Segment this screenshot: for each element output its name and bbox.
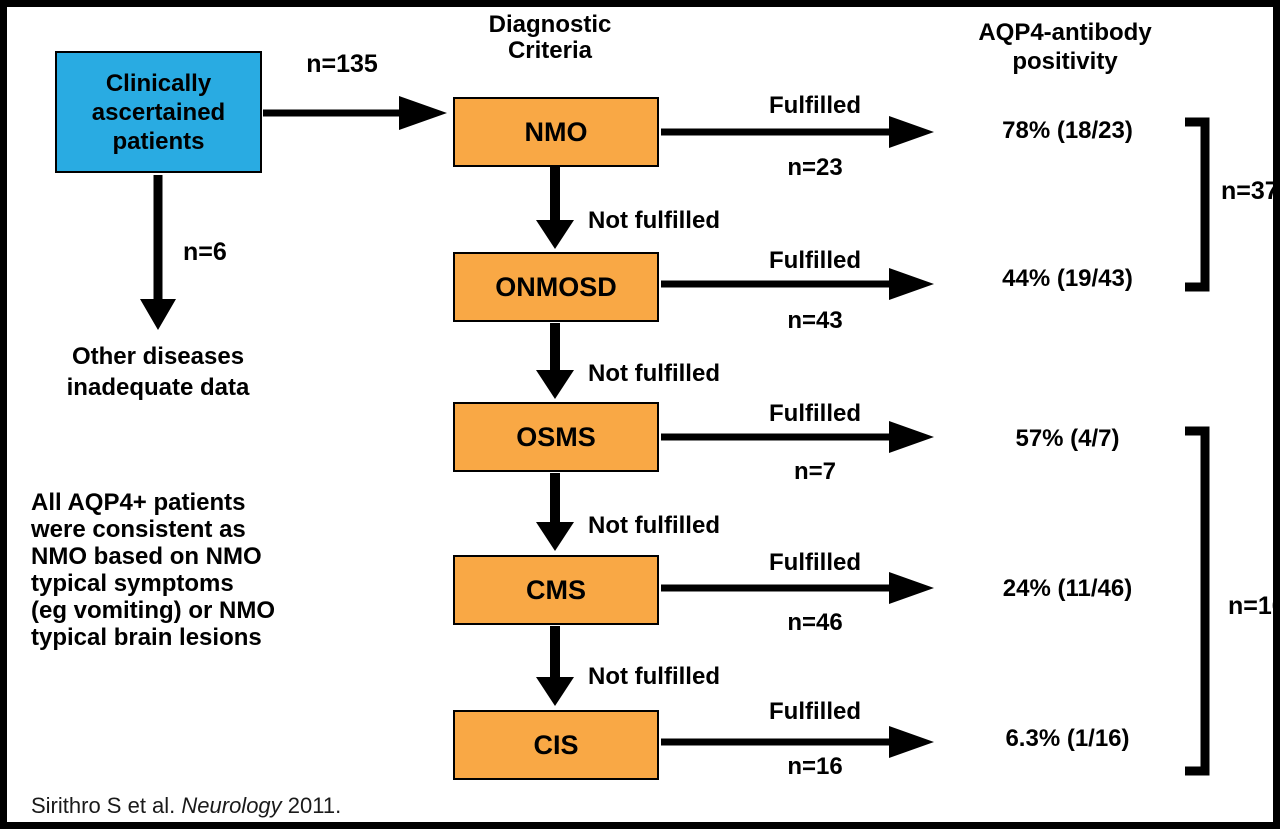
fulfilled-label-nmo: Fulfilled — [769, 92, 861, 119]
bracket-osms-cis — [1185, 426, 1210, 776]
fulfilled-count-onmosd: n=43 — [787, 307, 843, 334]
bracket-count-bottom: n=16 — [1228, 592, 1280, 620]
fulfilled-arrow-nmo — [661, 116, 934, 148]
citation: Sirithro S et al. Neurology 2011. — [31, 793, 341, 819]
criteria-box-nmo: NMO — [453, 97, 659, 167]
aqp4-positivity-header: AQP4-antibody positivity — [978, 19, 1152, 75]
down-arrow-onmosd-osms — [536, 323, 574, 399]
result-osms: 57% (4/7) — [1015, 425, 1120, 452]
criteria-box-osms: OSMS — [453, 402, 659, 472]
fulfilled-arrow-cis — [661, 726, 934, 758]
fulfilled-count-cms: n=46 — [787, 609, 843, 636]
excluded-label: Other diseases inadequate data — [66, 343, 250, 401]
fulfilled-arrow-cms — [661, 572, 934, 604]
fulfilled-label-cms: Fulfilled — [769, 549, 861, 576]
fulfilled-arrow-onmosd — [661, 268, 934, 300]
down-arrow-osms-cms — [536, 473, 574, 551]
bracket-count-top: n=37 — [1221, 177, 1279, 205]
arrow-source-to-excluded — [140, 175, 176, 330]
citation-authors: Sirithro S et al. — [31, 793, 182, 818]
fulfilled-label-onmosd: Fulfilled — [769, 247, 861, 274]
bracket-nmo-onmosd — [1185, 117, 1210, 292]
source-box: Clinically ascertained patients — [55, 51, 262, 173]
notfulfilled-label-osms: Not fulfilled — [588, 512, 720, 539]
fulfilled-arrow-osms — [661, 421, 934, 453]
citation-year: 2011. — [281, 793, 342, 818]
down-arrow-nmo-onmosd — [536, 167, 574, 249]
source-arrow-count: n=135 — [306, 50, 378, 78]
criteria-box-cms: CMS — [453, 555, 659, 625]
notfulfilled-label-cms: Not fulfilled — [588, 663, 720, 690]
fulfilled-count-cis: n=16 — [787, 753, 843, 780]
citation-journal: Neurology — [181, 793, 282, 818]
fulfilled-count-osms: n=7 — [793, 458, 837, 485]
arrow-source-to-nmo — [263, 96, 447, 130]
result-cis: 6.3% (1/16) — [1005, 725, 1130, 752]
result-onmosd: 44% (19/43) — [1002, 265, 1133, 292]
fulfilled-count-nmo: n=23 — [787, 154, 843, 181]
result-nmo: 78% (18/23) — [1002, 117, 1133, 144]
notfulfilled-label-onmosd: Not fulfilled — [588, 360, 720, 387]
criteria-box-onmosd: ONMOSD — [453, 252, 659, 322]
diagnostic-criteria-header: Diagnostic Criteria — [488, 11, 612, 64]
criteria-box-cis: CIS — [453, 710, 659, 780]
fulfilled-label-cis: Fulfilled — [769, 698, 861, 725]
result-cms: 24% (11/46) — [1002, 575, 1133, 602]
aqp4-note: All AQP4+ patients were consistent as NM… — [31, 489, 275, 651]
fulfilled-label-osms: Fulfilled — [769, 400, 861, 427]
down-arrow-cms-cis — [536, 626, 574, 706]
excluded-arrow-count: n=6 — [183, 238, 227, 266]
notfulfilled-label-nmo: Not fulfilled — [588, 207, 720, 234]
